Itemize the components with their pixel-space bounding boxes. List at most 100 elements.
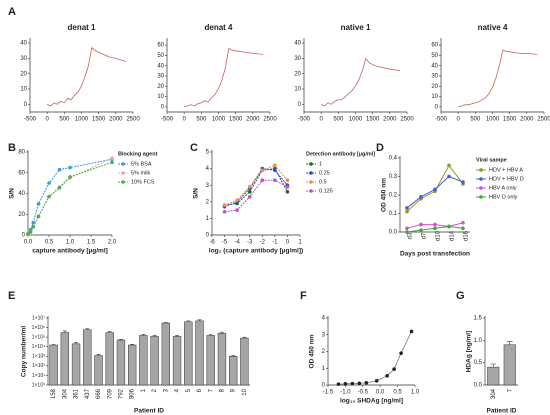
- y-tick-label: 0.1: [389, 211, 398, 217]
- y-tick-label: 0: [206, 233, 210, 239]
- y-tick-label: 40: [431, 63, 438, 69]
- x-tick-label: 666: [96, 388, 102, 399]
- data-point: [419, 222, 423, 227]
- x-tick-label: 1: [141, 388, 147, 392]
- error-bar: [85, 328, 90, 330]
- bar: [487, 366, 500, 386]
- legend-title: Viral sampe: [476, 157, 507, 163]
- y-tick-label: 4: [206, 166, 210, 172]
- x-tick-label: 500: [59, 117, 70, 123]
- bar: [150, 336, 159, 386]
- y-tick-label: 0: [322, 383, 326, 389]
- data-point: [68, 175, 72, 179]
- x-tick-label: 2500: [263, 117, 277, 123]
- y-tick-label: 60: [157, 43, 164, 49]
- legend-label: 0.125: [319, 188, 333, 194]
- x-tick-label: 5: [186, 388, 192, 392]
- legend-label: 5% BSA: [131, 161, 152, 167]
- x-tick-label: 1500: [503, 117, 517, 123]
- y-tick-label: 0.2: [389, 193, 398, 199]
- x-tick-label: -1.0: [340, 390, 351, 396]
- y-tick-label: 50: [431, 53, 438, 59]
- y-tick-label: 0.3: [389, 174, 398, 180]
- legend-marker: [309, 171, 313, 175]
- y-tick-label: 3: [206, 183, 210, 189]
- x-tick-label: 9: [231, 388, 237, 392]
- bar: [139, 335, 148, 386]
- legend-title: Blocking agent: [118, 151, 158, 157]
- data-point: [273, 178, 277, 183]
- x-tick-label: 2500: [400, 117, 414, 123]
- data-point: [26, 232, 30, 236]
- y-tick-label: 1: [206, 216, 210, 222]
- data-point: [222, 209, 227, 214]
- y-tick-label: 30: [431, 74, 438, 80]
- data-point: [110, 156, 114, 161]
- x-tick-label: 304: [62, 388, 68, 399]
- y-tick-label: 10: [20, 87, 27, 93]
- data-point: [419, 195, 423, 199]
- x-tick-label: -1.5: [323, 390, 334, 396]
- x-tick-label: 1000: [349, 117, 363, 123]
- x-tick-label: 806: [130, 388, 136, 399]
- y-tick-label: 10: [157, 94, 164, 100]
- data-point: [461, 180, 465, 184]
- x-tick-label: 792: [119, 388, 125, 399]
- x-tick-label: 500: [333, 117, 344, 123]
- bar: [195, 320, 204, 386]
- error-bar: [219, 331, 224, 334]
- y-tick-label: 10: [294, 87, 301, 93]
- y-tick-label: 1.0: [474, 338, 483, 344]
- bar: [49, 344, 58, 386]
- legend-marker: [479, 186, 483, 190]
- x-axis-label: Patient ID: [487, 408, 517, 415]
- legend-label: 5% milk: [131, 170, 151, 176]
- y-axis-label: OD 450 nm: [309, 334, 316, 368]
- chart-title: native 1: [341, 23, 371, 32]
- y-tick-label: 20: [294, 71, 301, 77]
- series-line: [27, 158, 113, 235]
- y-tick-label: 1.5: [474, 316, 483, 322]
- data-point: [409, 329, 414, 334]
- x-tick-label: 7: [208, 388, 214, 392]
- panel-letter: B: [8, 142, 16, 154]
- data-point: [110, 160, 114, 165]
- data-point: [405, 209, 409, 214]
- error-bar: [186, 320, 191, 322]
- data-point: [247, 190, 252, 194]
- x-tick-label: 1500: [366, 117, 380, 123]
- y-tick-label: 50: [157, 53, 164, 59]
- x-tick-label: -6: [209, 240, 215, 246]
- y-tick-label: 40: [157, 63, 164, 69]
- x-tick-label: 8: [220, 388, 226, 392]
- y-axis-label: OD 450 nm: [381, 178, 388, 212]
- y-tick-label: 30: [20, 56, 27, 62]
- y-tick-label: 1×10⁷: [32, 315, 45, 321]
- x-tick-label: 1500: [229, 117, 243, 123]
- x-tick-label: 2000: [246, 117, 260, 123]
- x-tick-label: -5: [222, 240, 228, 246]
- panel-letter: G: [456, 290, 465, 302]
- data-point: [57, 185, 62, 190]
- y-tick-label: 60: [431, 43, 438, 49]
- data-point: [405, 230, 409, 234]
- x-tick-label: d7: [422, 232, 428, 239]
- x-axis-label: Patient ID: [134, 408, 164, 415]
- data-point: [385, 373, 389, 378]
- data-point: [447, 174, 451, 179]
- y-tick-label: 1×10⁴: [32, 344, 45, 350]
- x-tick-label: -500: [24, 117, 37, 123]
- x-tick-label: 158: [51, 388, 57, 399]
- bar: [217, 333, 227, 386]
- x-tick-label: 709: [107, 388, 113, 399]
- error-bar: [490, 363, 497, 368]
- series-line: [224, 168, 288, 206]
- x-tick-label: -500: [161, 117, 174, 123]
- y-tick-label: 0.0: [389, 230, 398, 236]
- data-point: [357, 381, 362, 386]
- legend-label: HBV D only: [489, 194, 518, 200]
- series-line: [47, 46, 127, 107]
- data-point: [260, 178, 265, 183]
- x-tick-label: 0: [456, 117, 460, 123]
- data-point: [350, 381, 355, 386]
